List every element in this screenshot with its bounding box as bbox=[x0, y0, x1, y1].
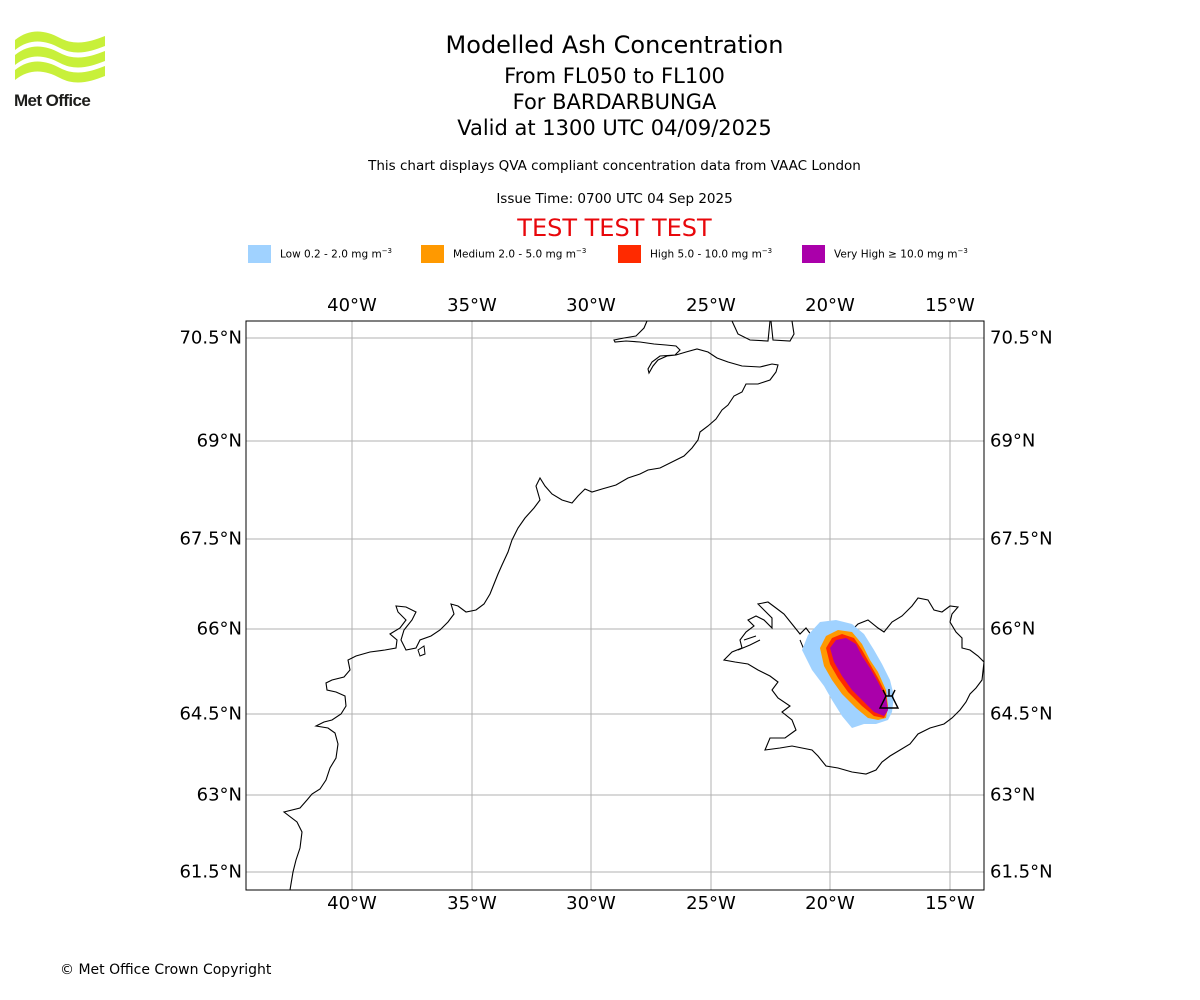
greenland-islet bbox=[417, 645, 426, 657]
lat-tick-right: 70.5°N bbox=[990, 327, 1053, 349]
lat-tick-left: 70.5°N bbox=[179, 327, 242, 349]
legend-item-high: High 5.0 - 10.0 mg m−3 bbox=[618, 244, 772, 263]
lon-tick-bottom: 25°W bbox=[686, 893, 736, 914]
lat-tick-left: 63°N bbox=[196, 784, 242, 806]
lat-tick-right: 67.5°N bbox=[990, 528, 1053, 550]
lon-tick-bottom: 30°W bbox=[566, 893, 616, 914]
lon-tick-top: 40°W bbox=[327, 295, 377, 316]
lat-tick-left: 69°N bbox=[196, 430, 242, 452]
ash-plume bbox=[802, 620, 894, 728]
lon-tick-top: 20°W bbox=[805, 295, 855, 316]
lat-tick-left: 67.5°N bbox=[179, 528, 242, 550]
chart-title: Modelled Ash Concentration bbox=[445, 31, 784, 59]
lon-tick-top: 35°W bbox=[447, 295, 497, 316]
lat-tick-right: 63°N bbox=[990, 784, 1036, 806]
ash-very-high-region bbox=[830, 638, 888, 716]
legend-item-low: Low 0.2 - 2.0 mg m−3 bbox=[248, 244, 392, 263]
logo-wave-2 bbox=[15, 46, 105, 68]
valid-time: Valid at 1300 UTC 04/09/2025 bbox=[457, 116, 772, 140]
lat-tick-left: 66°N bbox=[196, 618, 242, 640]
greenland-coastline-top bbox=[731, 320, 795, 342]
greenland-coastline bbox=[282, 320, 779, 891]
legend-swatch-very-high bbox=[802, 244, 825, 263]
legend-label-medium: Medium 2.0 - 5.0 mg m−3 bbox=[453, 246, 587, 261]
lon-tick-bottom: 35°W bbox=[447, 893, 497, 914]
legend-swatch-high bbox=[618, 244, 641, 263]
map-border bbox=[245, 320, 985, 891]
logo-wave-3 bbox=[15, 61, 105, 83]
lat-tick-right: 66°N bbox=[990, 618, 1036, 640]
flight-level-range: From FL050 to FL100 bbox=[504, 64, 725, 88]
legend-item-medium: Medium 2.0 - 5.0 mg m−3 bbox=[421, 244, 586, 263]
lat-tick-left: 64.5°N bbox=[179, 703, 242, 725]
lon-tick-bottom: 40°W bbox=[327, 893, 377, 914]
copyright-notice: © Met Office Crown Copyright bbox=[60, 962, 272, 978]
lon-tick-top: 15°W bbox=[925, 295, 975, 316]
data-source-note: This chart displays QVA compliant concen… bbox=[368, 158, 861, 174]
iceland-coastline bbox=[722, 597, 985, 775]
lat-tick-right: 61.5°N bbox=[990, 861, 1053, 883]
legend-swatch-medium bbox=[421, 244, 444, 263]
lon-tick-bottom: 15°W bbox=[925, 893, 975, 914]
map-frame bbox=[245, 320, 985, 891]
legend-label-high: High 5.0 - 10.0 mg m−3 bbox=[650, 246, 773, 261]
volcano-icon bbox=[878, 689, 900, 709]
lon-tick-top: 30°W bbox=[566, 295, 616, 316]
legend-label-very-high: Very High ≥ 10.0 mg m−3 bbox=[834, 246, 968, 261]
lon-tick-bottom: 20°W bbox=[805, 893, 855, 914]
legend-item-very-high: Very High ≥ 10.0 mg m−3 bbox=[802, 244, 968, 263]
met-office-logo bbox=[15, 31, 105, 83]
legend-label-low: Low 0.2 - 2.0 mg m−3 bbox=[280, 246, 393, 261]
lat-tick-left: 61.5°N bbox=[179, 861, 242, 883]
volcano-name: For BARDARBUNGA bbox=[512, 90, 717, 114]
logo-wordmark: Met Office bbox=[14, 91, 91, 110]
logo-wave-1 bbox=[15, 31, 105, 53]
lat-tick-right: 69°N bbox=[990, 430, 1036, 452]
lat-tick-right: 64.5°N bbox=[990, 703, 1053, 725]
issue-time: Issue Time: 0700 UTC 04 Sep 2025 bbox=[496, 191, 733, 207]
test-banner: TEST TEST TEST bbox=[517, 214, 712, 242]
lon-tick-top: 25°W bbox=[686, 295, 736, 316]
legend-swatch-low bbox=[248, 244, 271, 263]
